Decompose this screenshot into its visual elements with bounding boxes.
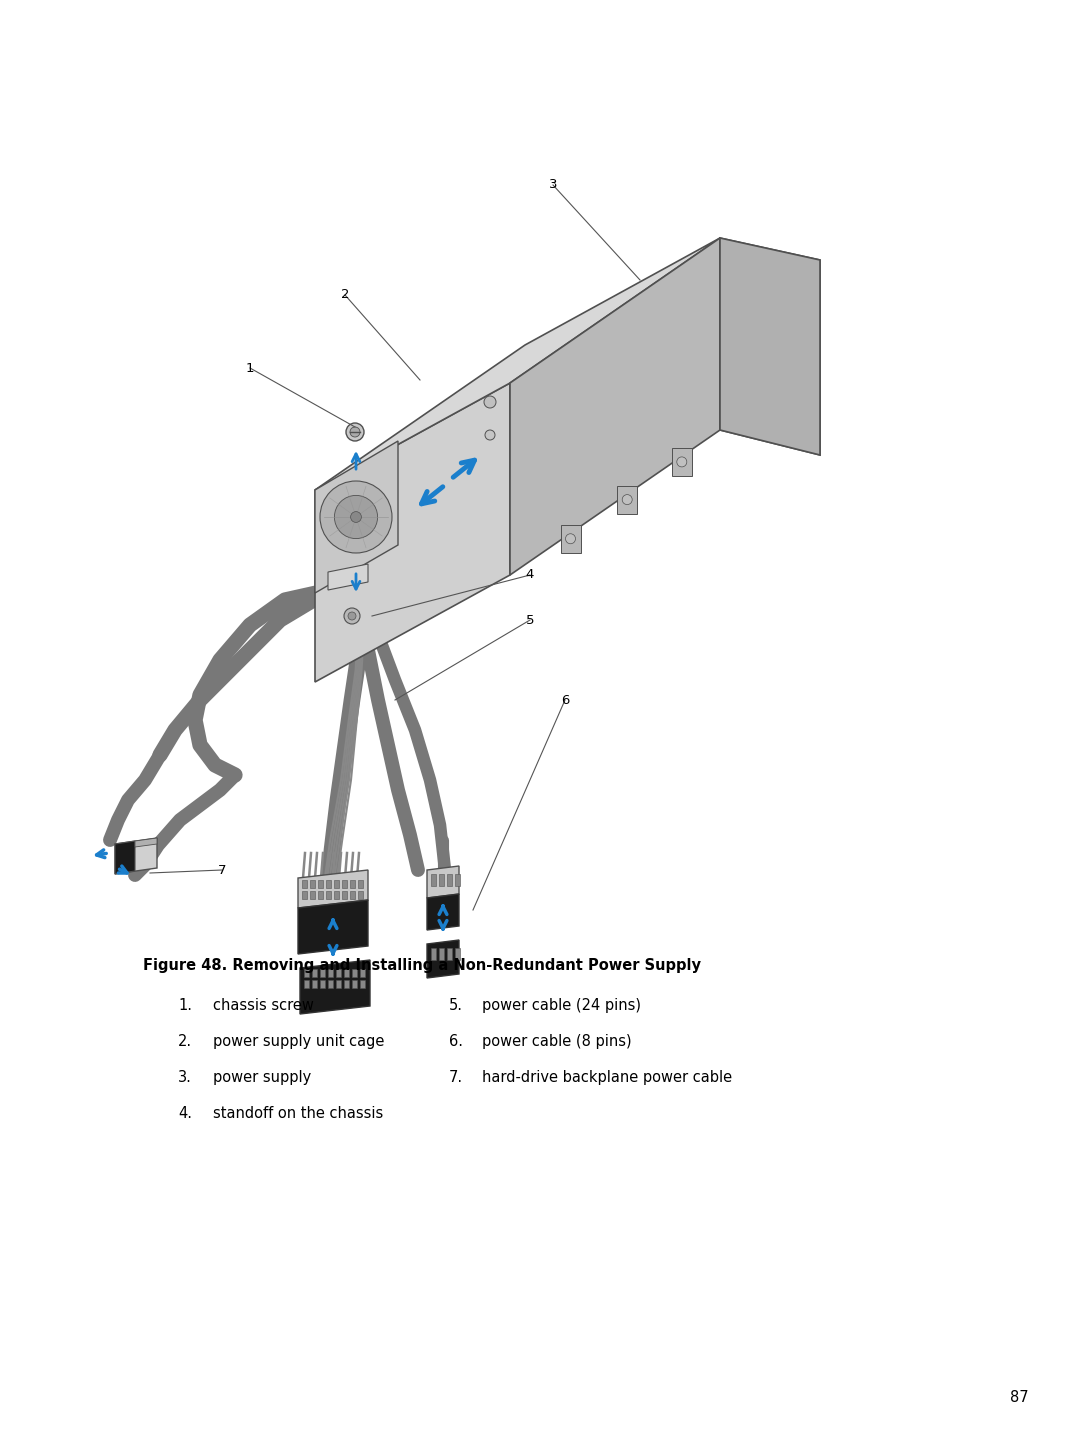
Text: 6: 6	[561, 694, 569, 707]
Text: power supply unit cage: power supply unit cage	[213, 1034, 384, 1050]
Text: 4.: 4.	[178, 1106, 192, 1121]
Bar	[320, 969, 325, 977]
Bar	[310, 891, 315, 899]
Polygon shape	[672, 447, 692, 476]
Bar	[302, 891, 307, 899]
Circle shape	[622, 495, 632, 505]
Polygon shape	[510, 238, 720, 575]
Bar	[336, 979, 341, 988]
Text: 4: 4	[526, 568, 535, 582]
Polygon shape	[328, 564, 368, 589]
Bar	[350, 880, 355, 888]
Text: chassis screw: chassis screw	[213, 998, 314, 1012]
Bar	[342, 880, 347, 888]
Polygon shape	[427, 866, 459, 898]
Bar	[326, 880, 330, 888]
Bar	[438, 873, 444, 886]
Polygon shape	[427, 893, 459, 931]
Circle shape	[335, 495, 378, 539]
Text: 1.: 1.	[178, 998, 192, 1012]
Circle shape	[345, 608, 360, 624]
Polygon shape	[561, 525, 581, 552]
Bar	[334, 891, 339, 899]
Text: standoff on the chassis: standoff on the chassis	[213, 1106, 383, 1121]
Text: Figure 48. Removing and Installing a Non-Redundant Power Supply: Figure 48. Removing and Installing a Non…	[143, 958, 701, 974]
Bar	[357, 880, 363, 888]
Circle shape	[350, 427, 360, 437]
Circle shape	[485, 430, 495, 440]
Bar	[310, 880, 315, 888]
Polygon shape	[298, 870, 368, 908]
Polygon shape	[298, 901, 368, 954]
Text: 6.: 6.	[449, 1034, 463, 1050]
Bar	[345, 969, 349, 977]
Bar	[312, 969, 318, 977]
Bar	[303, 979, 309, 988]
Polygon shape	[720, 238, 820, 455]
Bar	[303, 969, 309, 977]
Circle shape	[320, 480, 392, 554]
Bar	[318, 880, 323, 888]
Circle shape	[484, 396, 496, 409]
Bar	[318, 891, 323, 899]
Bar	[447, 873, 453, 886]
Polygon shape	[427, 941, 459, 978]
Bar	[352, 979, 357, 988]
Bar	[350, 891, 355, 899]
Bar	[345, 979, 349, 988]
Bar	[360, 979, 365, 988]
Circle shape	[566, 533, 576, 543]
Text: hard-drive backplane power cable: hard-drive backplane power cable	[482, 1070, 732, 1086]
Polygon shape	[720, 238, 820, 455]
Text: 7: 7	[218, 863, 226, 876]
Circle shape	[677, 457, 687, 467]
Bar	[336, 969, 341, 977]
Text: 1: 1	[246, 361, 254, 374]
Bar	[328, 979, 333, 988]
Circle shape	[348, 612, 356, 619]
Bar	[312, 979, 318, 988]
Polygon shape	[300, 959, 370, 1014]
Text: power supply: power supply	[213, 1070, 311, 1086]
Polygon shape	[135, 837, 157, 847]
Text: 2: 2	[341, 288, 349, 301]
Text: 5: 5	[526, 614, 535, 627]
Bar	[326, 891, 330, 899]
Text: power cable (24 pins): power cable (24 pins)	[482, 998, 642, 1012]
Text: 5.: 5.	[449, 998, 463, 1012]
Bar	[447, 948, 453, 959]
Text: 7.: 7.	[449, 1070, 463, 1086]
Bar	[431, 948, 436, 959]
Polygon shape	[315, 383, 510, 683]
Circle shape	[346, 423, 364, 442]
Bar	[455, 948, 460, 959]
Bar	[360, 969, 365, 977]
Text: 3.: 3.	[178, 1070, 192, 1086]
Polygon shape	[315, 238, 720, 490]
Bar	[431, 873, 436, 886]
Bar	[302, 880, 307, 888]
Bar	[455, 873, 460, 886]
Bar	[352, 969, 357, 977]
Polygon shape	[114, 837, 157, 873]
Bar	[357, 891, 363, 899]
Bar	[328, 969, 333, 977]
Text: power cable (8 pins): power cable (8 pins)	[482, 1034, 632, 1050]
Bar	[320, 979, 325, 988]
Text: 2.: 2.	[178, 1034, 192, 1050]
Bar	[334, 880, 339, 888]
Polygon shape	[617, 486, 637, 513]
Text: 87: 87	[1010, 1390, 1028, 1405]
Text: 3: 3	[549, 178, 557, 192]
Bar	[342, 891, 347, 899]
Circle shape	[351, 512, 362, 522]
Polygon shape	[315, 442, 399, 594]
Polygon shape	[114, 840, 135, 873]
Bar	[438, 948, 444, 959]
